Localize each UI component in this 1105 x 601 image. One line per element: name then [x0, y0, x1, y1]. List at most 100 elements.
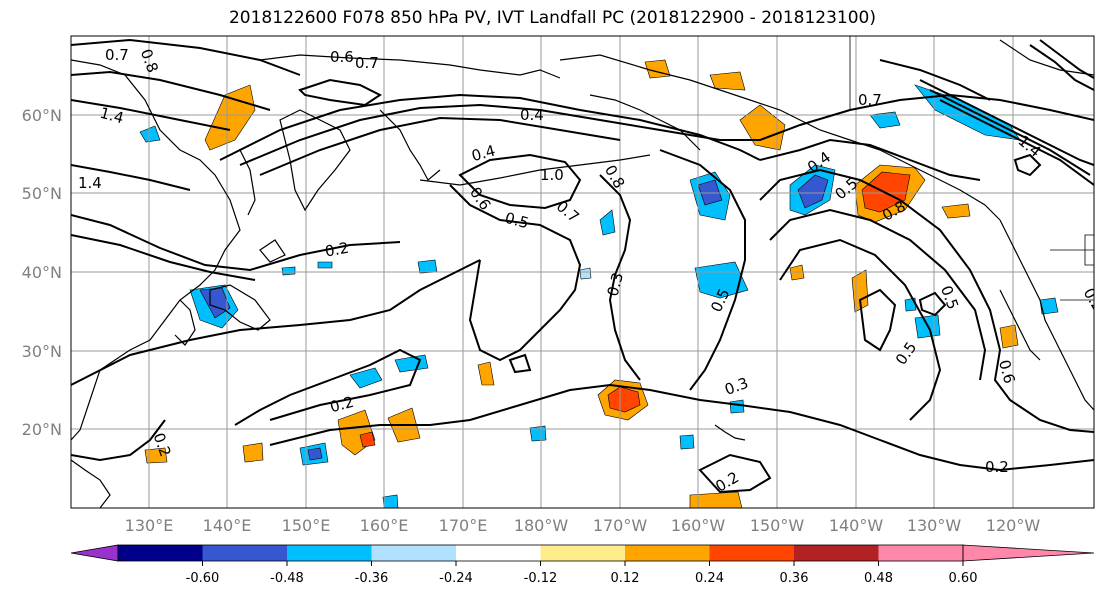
fill-patch: [242, 442, 264, 463]
lon-label: 140°E: [203, 516, 252, 535]
contour-label: 0.7: [355, 54, 379, 72]
contour-line: [929, 89, 1091, 176]
coastline-aleutians: [419, 154, 651, 186]
lon-label: 130°E: [125, 516, 174, 535]
map-frame: [70, 35, 1095, 509]
contour-label: 1.4: [98, 104, 126, 128]
contour-line: [1039, 39, 1094, 79]
contour-label: 1.0: [540, 166, 564, 184]
fill-patch: [579, 267, 592, 280]
contour-line: [71, 164, 191, 191]
contour-line: [1013, 153, 1042, 177]
contour-line: [219, 93, 761, 161]
contour-line: [71, 214, 401, 272]
coastline-canada: [999, 39, 1094, 76]
coastline-japan-north: [259, 239, 286, 263]
lon-label: 150°E: [282, 516, 331, 535]
contour-line: [759, 138, 981, 181]
colorbar-tick-label: 0.12: [611, 571, 640, 586]
fill-patch: [1039, 297, 1059, 315]
contour-label: 0.7: [858, 91, 882, 109]
contour-line: [71, 259, 481, 386]
coastline-north-america: [999, 219, 1094, 411]
lat-label: 60°N: [22, 106, 62, 125]
fill-patch: [349, 367, 383, 389]
map-title: 2018122600 F078 850 hPa PV, IVT Landfall…: [228, 8, 876, 28]
colorbar-tick-label: -0.36: [355, 571, 389, 586]
fill-patch: [317, 261, 333, 269]
colorbar-tick-label: -0.12: [524, 571, 558, 586]
contour-line: [769, 208, 987, 381]
colorbar: -0.60 -0.48 -0.36 -0.24 -0.12 0.12 0.24 …: [70, 544, 1095, 586]
contour-line: [239, 93, 1094, 166]
contour-label: 0.4: [470, 142, 498, 166]
colorbar-segment: [878, 545, 963, 561]
fill-patch: [477, 361, 495, 386]
contour-line: [599, 174, 641, 381]
coastline-sakhalin: [239, 149, 256, 216]
contour-line: [508, 353, 532, 374]
contour-line: [1029, 44, 1094, 91]
contour-line: [939, 99, 1094, 186]
coastline-alaska: [559, 54, 1001, 221]
contour-line: [71, 234, 256, 281]
contour-label: 0.2: [985, 458, 1009, 476]
colorbar-ticks: [202, 561, 964, 566]
contour-line: [698, 453, 772, 494]
colorbar-tick-label: 0.36: [780, 571, 809, 586]
contour-label: 0.2: [324, 239, 351, 261]
colorbar-segment: [202, 545, 287, 561]
fill-patch: [144, 447, 168, 464]
lon-label: 180°W: [514, 516, 569, 535]
contour-line: [71, 99, 231, 131]
contour-label: 0.7: [105, 46, 129, 64]
longitude-labels: 130°E 140°E 150°E 160°E 170°E 180°W 170°…: [125, 516, 1041, 535]
contour-line: [779, 238, 942, 421]
colorbar-segment: [371, 545, 456, 561]
contour-line: [259, 116, 621, 176]
fill-patch: [797, 174, 829, 209]
contour-line: [759, 168, 1094, 433]
colorbar-tick-label: 0.60: [949, 571, 978, 586]
fill-patch: [307, 447, 323, 461]
contour-line: [659, 149, 746, 391]
lon-label: 170°W: [593, 516, 648, 535]
contour-label: 0.6: [995, 358, 1019, 386]
colorbar-segment: [287, 545, 372, 561]
fill-patch: [281, 266, 296, 276]
lon-label: 150°W: [750, 516, 805, 535]
lat-label: 20°N: [22, 420, 62, 439]
contour-label: 0.3: [604, 271, 628, 299]
fill-patch: [529, 425, 547, 442]
contour-line: [458, 153, 582, 210]
contour-line: [71, 70, 271, 111]
colorbar-segment: [118, 545, 203, 561]
fill-patch: [869, 111, 901, 129]
contour-line: [71, 419, 166, 462]
colorbar-extend-high: [962, 544, 1095, 562]
lon-label: 160°E: [360, 516, 409, 535]
contour-label: 0.2: [328, 393, 356, 417]
contour-line: [269, 383, 1094, 472]
colorbar-segment: [456, 545, 541, 561]
contour-line: [449, 184, 582, 362]
map-area: 0.7 0.8 0.6 0.7 1.4 1.4 0.4 0.4 1.0 0.8 …: [71, 36, 1094, 508]
lon-label: 160°W: [671, 516, 726, 535]
fill-patch: [999, 324, 1019, 349]
contour-line: [298, 78, 382, 107]
fill-patch: [729, 399, 745, 414]
coastline-japan: [209, 284, 271, 331]
lon-label: 140°W: [829, 516, 884, 535]
contour-lines: [71, 38, 1094, 494]
graticule: [71, 36, 1094, 508]
colorbar-tick-label: 0.48: [864, 571, 893, 586]
fill-patch: [599, 209, 616, 236]
fill-patch: [359, 431, 376, 448]
colorbar-segment: [625, 545, 710, 561]
colorbar-extend-low: [70, 544, 119, 562]
lon-label: 130°W: [907, 516, 962, 535]
colorbar-tick-label: -0.24: [439, 571, 473, 586]
colorbar-segment: [540, 545, 625, 561]
political-borders: [849, 36, 1094, 301]
